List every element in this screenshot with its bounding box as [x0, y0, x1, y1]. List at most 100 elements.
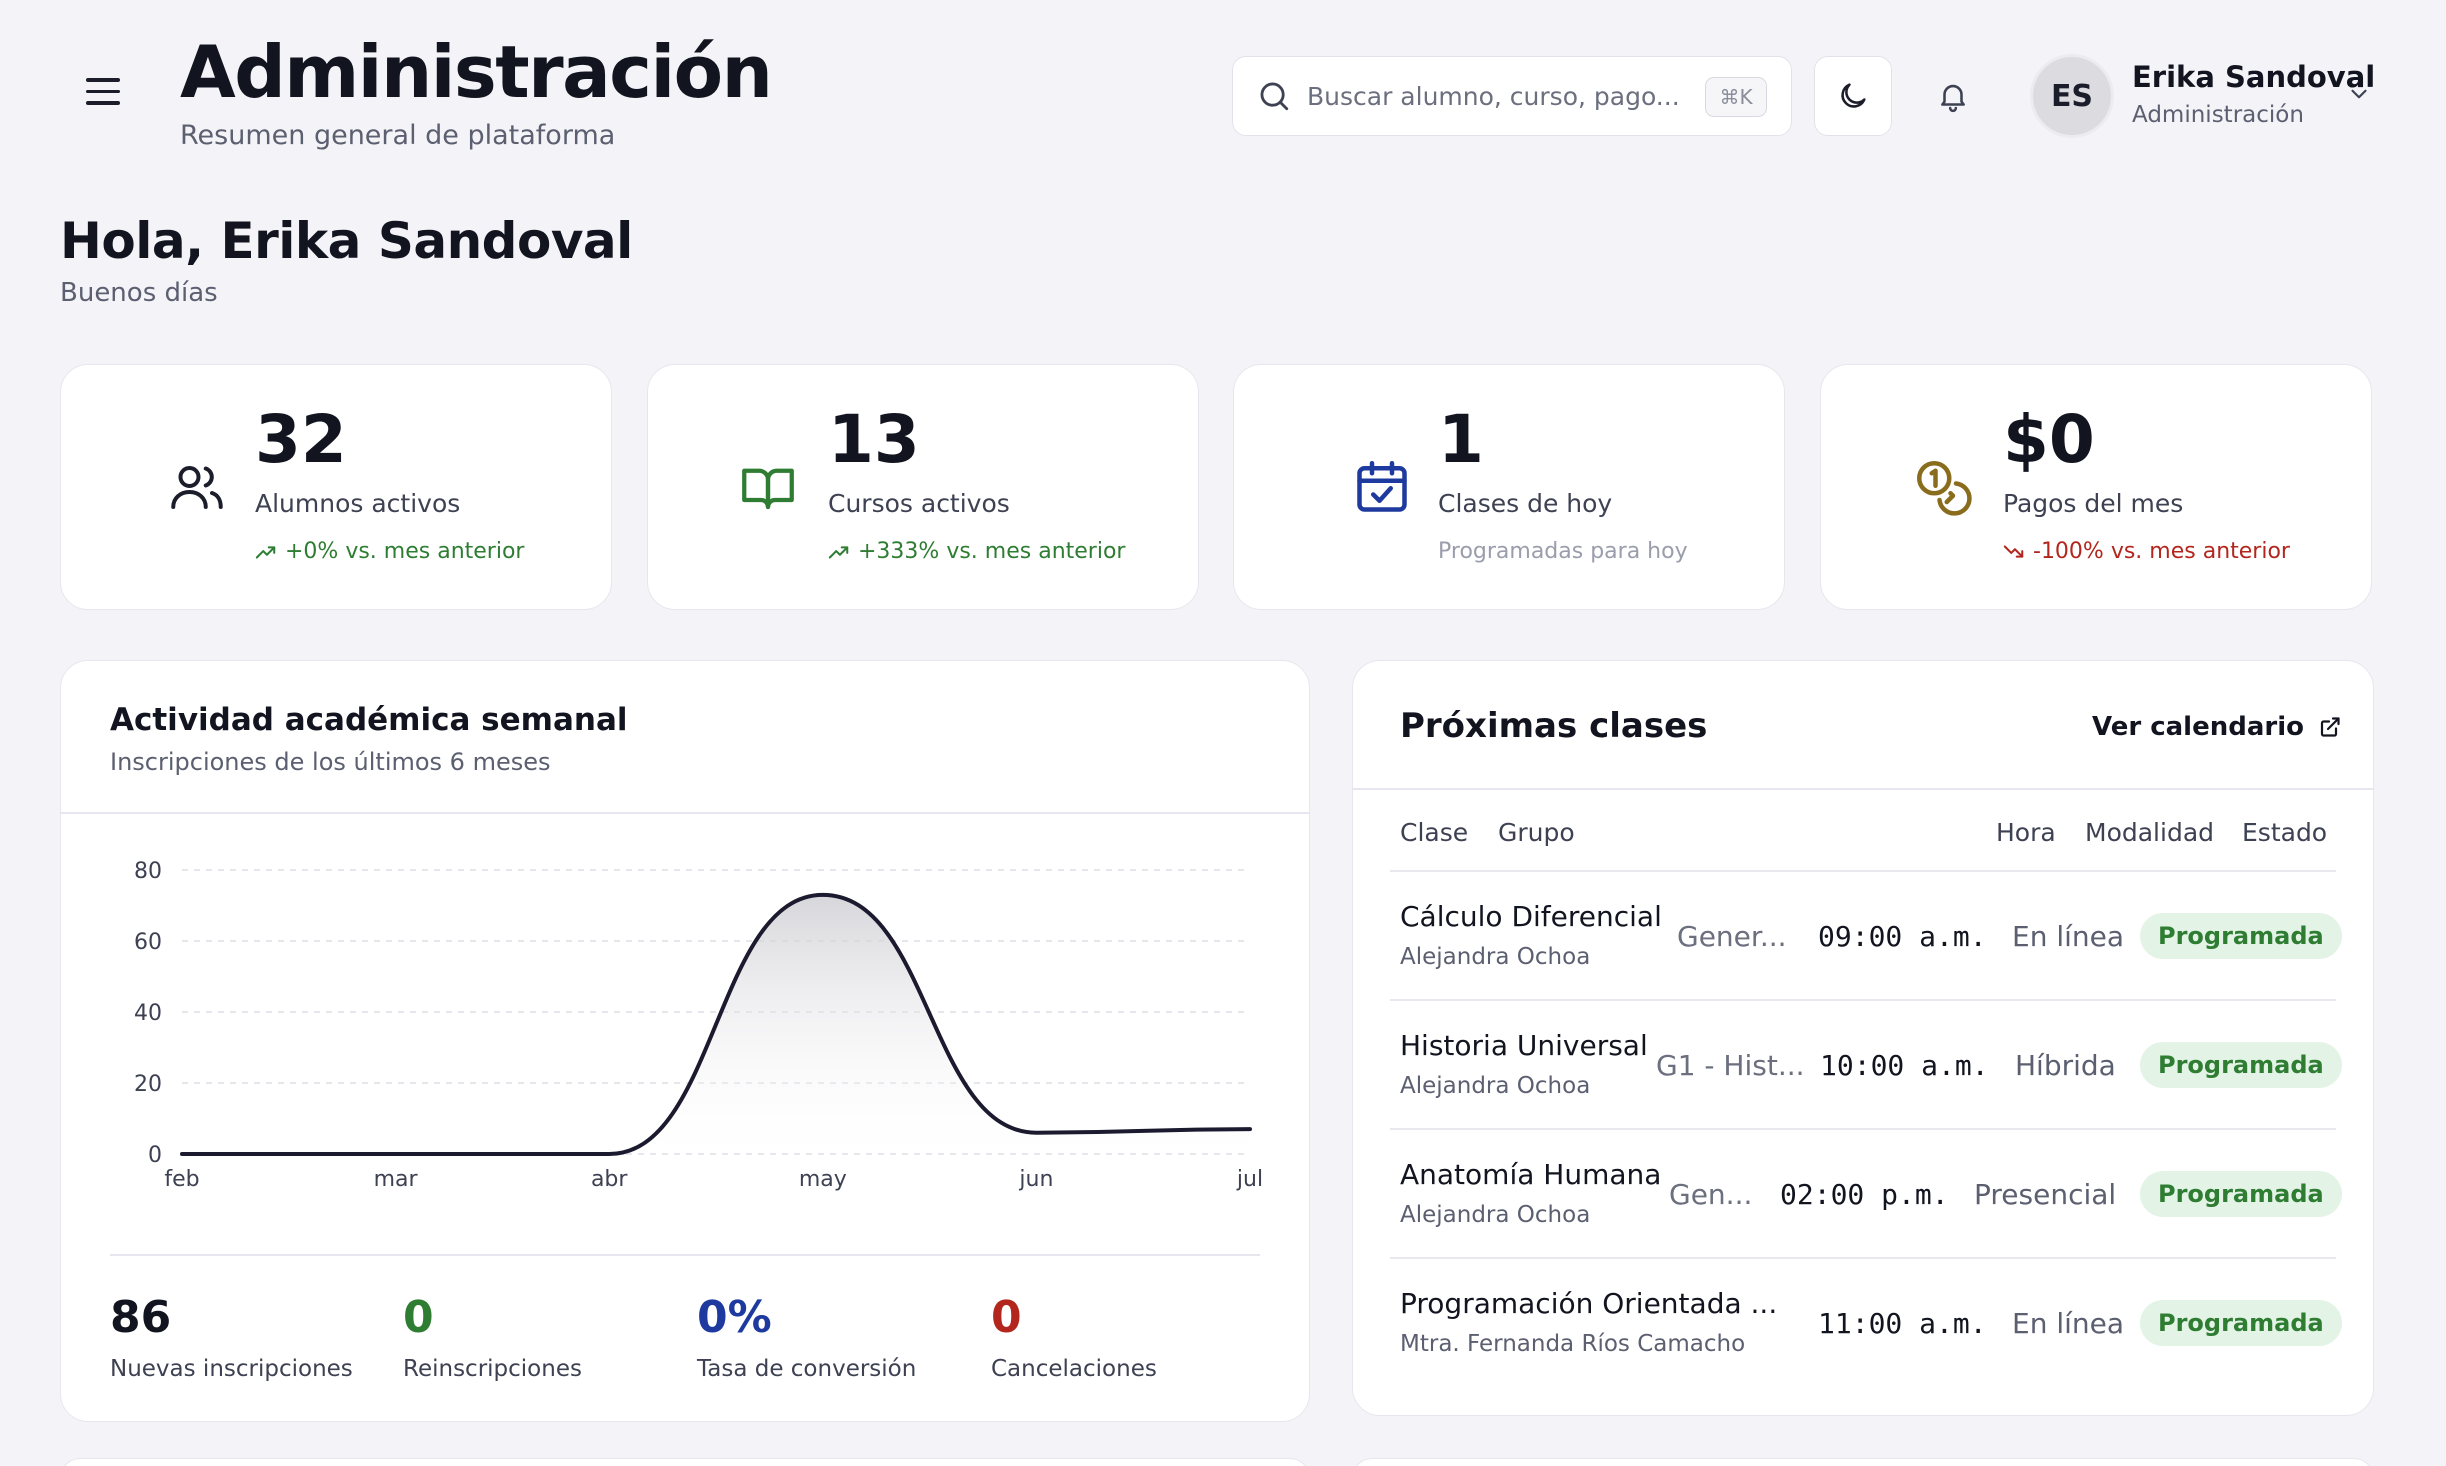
x-tick-label: jul: [1236, 1167, 1263, 1192]
class-mode: Híbrida: [2015, 1049, 2116, 1082]
bottom-card: [60, 1458, 1310, 1466]
activity-chart: 0 20 40 60 80 feb mar abr may jun jul: [134, 859, 1263, 1192]
x-tick-label: mar: [374, 1167, 419, 1192]
kpi-label: Nuevas inscripciones: [110, 1356, 353, 1382]
stat-card-courses: 13 Cursos activos +333% vs. mes anterior: [647, 364, 1199, 610]
kpi-label: Reinscripciones: [403, 1356, 582, 1382]
stat-card-classes-today: 1 Clases de hoy Programadas para hoy: [1233, 364, 1785, 610]
x-tick-label: abr: [591, 1167, 628, 1192]
class-name[interactable]: Programación Orientada ...: [1400, 1287, 1778, 1320]
menu-icon: [86, 78, 120, 82]
class-name[interactable]: Historia Universal: [1400, 1029, 1648, 1062]
class-teacher: Alejandra Ochoa: [1400, 1073, 1591, 1099]
users-icon: [171, 466, 223, 509]
series-line: [180, 892, 1252, 1156]
series-area: [182, 894, 1250, 1154]
stat-value: 1: [1438, 401, 1484, 478]
class-group: G1 - Hist...: [1656, 1049, 1805, 1082]
class-mode: Presencial: [1974, 1178, 2117, 1211]
divider: [1390, 999, 2336, 1001]
moon-icon: [1841, 83, 1866, 108]
greeting-subtitle: Buenos días: [60, 278, 218, 308]
y-tick-label: 40: [134, 1001, 162, 1026]
bottom-card: [1352, 1458, 2374, 1466]
class-mode: En línea: [2012, 1307, 2125, 1340]
kpi-value: 86: [110, 1292, 172, 1343]
stat-value: 13: [828, 401, 920, 478]
page-title: Administración: [180, 30, 773, 114]
stat-trend: -100% vs. mes anterior: [2033, 539, 2290, 564]
status-badge: Programada: [2140, 1300, 2342, 1346]
y-tick-label: 0: [148, 1143, 162, 1168]
status-badge: Programada: [2140, 913, 2342, 959]
class-teacher: Mtra. Fernanda Ríos Camacho: [1400, 1331, 1746, 1357]
classes-title: Próximas clases: [1400, 706, 1708, 746]
coins-icon: [1917, 461, 1972, 516]
x-tick-label: feb: [164, 1167, 199, 1192]
stat-trend: +0% vs. mes anterior: [285, 539, 525, 564]
chevron-down-icon[interactable]: [2346, 84, 2372, 104]
class-name[interactable]: Cálculo Diferencial: [1400, 900, 1662, 933]
activity-title: Actividad académica semanal: [110, 702, 628, 738]
calendar-check-icon: [1357, 461, 1407, 512]
theme-toggle-button[interactable]: [1814, 56, 1892, 136]
kpi-label: Cancelaciones: [991, 1356, 1157, 1382]
upcoming-classes-panel: [1352, 660, 2374, 1416]
greeting-title: Hola, Erika Sandoval: [60, 212, 633, 270]
status-badge: Programada: [2140, 1042, 2342, 1088]
trending-down-icon: [2003, 544, 2024, 558]
user-role: Administración: [2132, 102, 2304, 128]
class-teacher: Alejandra Ochoa: [1400, 1202, 1591, 1228]
view-calendar-label: Ver calendario: [2092, 712, 2304, 742]
external-link-icon: [2320, 717, 2340, 737]
x-tick-label: jun: [1018, 1167, 1053, 1192]
divider: [1390, 1128, 2336, 1130]
class-teacher: Alejandra Ochoa: [1400, 944, 1591, 970]
avatar[interactable]: ES: [2030, 54, 2114, 138]
column-header-time: Hora: [1996, 818, 2056, 847]
divider: [1353, 788, 2373, 790]
class-group: Gener...: [1677, 920, 1787, 953]
y-tick-label: 20: [134, 1072, 162, 1097]
shortcut-badge: ⌘K: [1705, 77, 1767, 117]
kpi-value: 0%: [697, 1292, 772, 1343]
class-mode: En línea: [2012, 920, 2125, 953]
stat-label: Pagos del mes: [2003, 489, 2184, 518]
menu-button[interactable]: [86, 78, 122, 114]
divider: [1390, 1257, 2336, 1259]
activity-subtitle: Inscripciones de los últimos 6 meses: [110, 748, 551, 776]
x-tick-label: may: [799, 1167, 847, 1192]
stat-card-students: 32 Alumnos activos +0% vs. mes anterior: [60, 364, 612, 610]
page-subtitle: Resumen general de plataforma: [180, 120, 616, 151]
status-badge: Programada: [2140, 1171, 2342, 1217]
divider: [1390, 870, 2336, 872]
stat-value: 32: [255, 401, 347, 478]
search-input[interactable]: [1307, 81, 1687, 111]
y-tick-label: 60: [134, 930, 162, 955]
stat-label: Cursos activos: [828, 489, 1010, 518]
kpi-value: 0: [991, 1292, 1022, 1343]
book-icon: [742, 468, 794, 510]
stat-value: $0: [2003, 401, 2095, 478]
divider: [110, 1254, 1260, 1256]
divider: [61, 812, 1309, 814]
user-name[interactable]: Erika Sandoval: [2132, 60, 2376, 94]
column-header-group: Grupo: [1498, 818, 1575, 847]
class-name[interactable]: Anatomía Humana: [1400, 1158, 1662, 1191]
activity-panel: [60, 660, 1310, 1422]
y-tick-label: 80: [134, 859, 162, 884]
class-time: 10:00 a.m.: [1820, 1049, 1989, 1082]
stat-label: Clases de hoy: [1438, 489, 1613, 518]
class-group: Gen...: [1669, 1178, 1753, 1211]
column-header-mode: Modalidad: [2085, 818, 2215, 847]
class-time: 11:00 a.m.: [1818, 1307, 1987, 1340]
notifications-button[interactable]: [1914, 56, 1992, 136]
kpi-value: 0: [403, 1292, 434, 1343]
bell-icon: [1941, 84, 1965, 113]
trending-up-icon: [255, 545, 276, 559]
column-header-status: Estado: [2242, 818, 2328, 847]
kpi-label: Tasa de conversión: [697, 1356, 917, 1382]
search-box[interactable]: ⌘K: [1232, 56, 1792, 136]
stat-card-payments: $0 Pagos del mes -100% vs. mes anterior: [1820, 364, 2372, 610]
view-calendar-link[interactable]: Ver calendario: [2092, 712, 2342, 742]
